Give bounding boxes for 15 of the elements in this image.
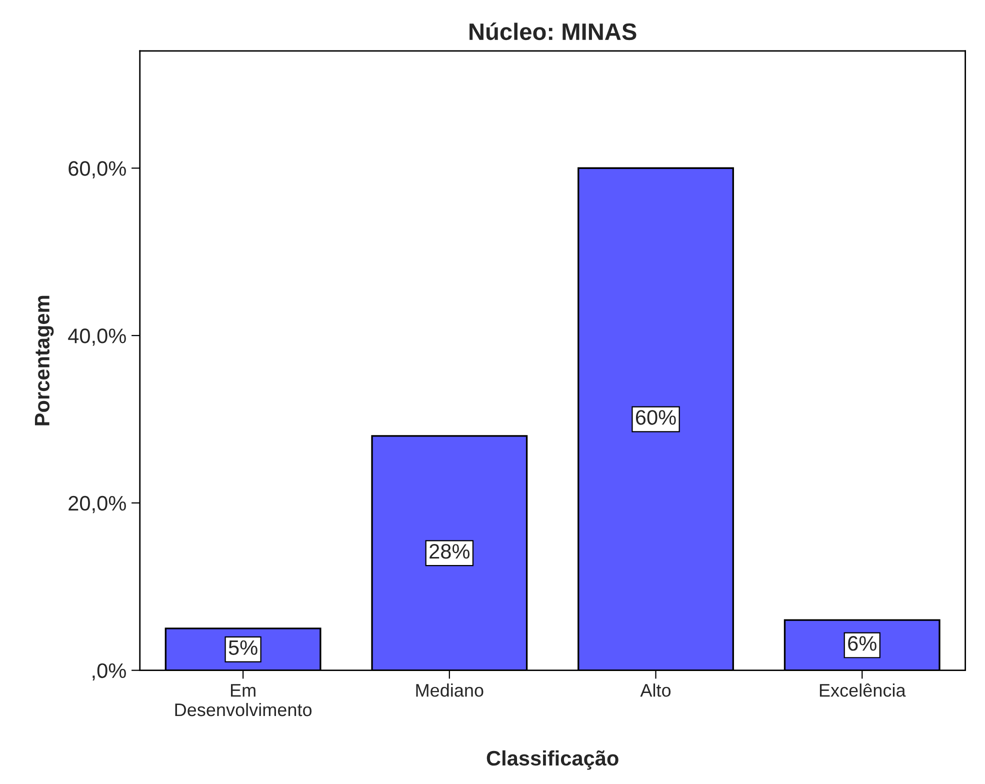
chart-title: Núcleo: MINAS (470, 22, 636, 40)
x-tick-label: Em Desenvolvimento (175, 684, 312, 716)
x-tick-label: Alto (640, 684, 671, 697)
x-axis-title: Classificação (486, 750, 618, 770)
data-label: 60% (636, 410, 676, 425)
x-tick-label: Excelência (820, 683, 906, 697)
data-label: 6% (848, 636, 876, 651)
y-axis-title: Porcentagem (34, 296, 54, 426)
data-label: 28% (430, 544, 470, 559)
data-label: 5% (228, 640, 258, 655)
y-tick-label: 20,0% (68, 496, 126, 514)
y-tick-label: 40,0% (68, 328, 126, 346)
x-tick-label: Mediano (416, 684, 484, 697)
y-tick-label: ,0% (92, 663, 126, 681)
y-tick-label: 60,0% (68, 161, 126, 178)
